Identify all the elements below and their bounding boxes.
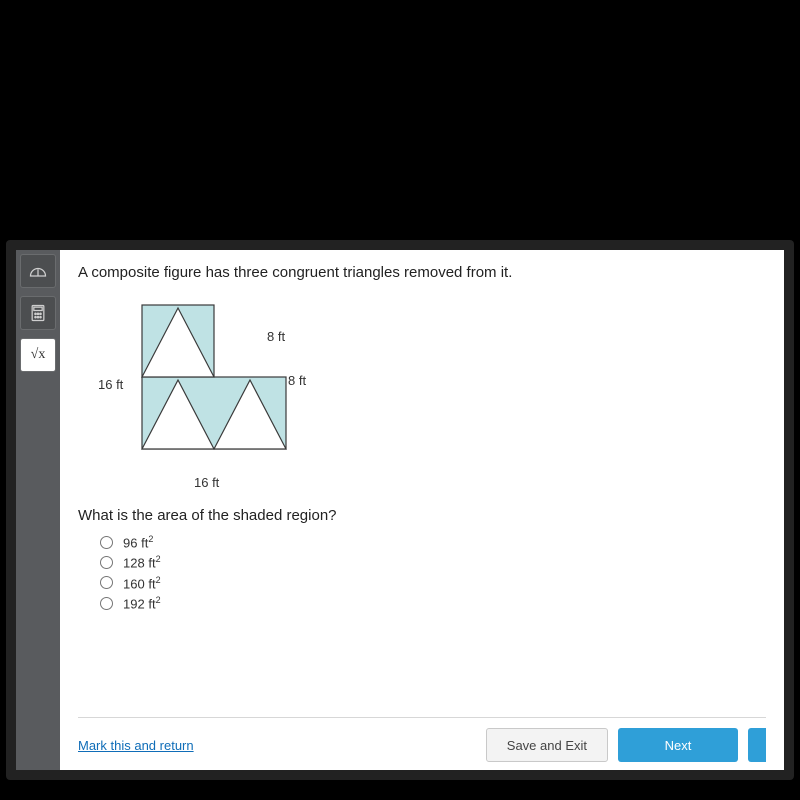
option-radio-1[interactable] [100,556,113,569]
tool-formula[interactable]: √x [20,338,56,372]
option-radio-3[interactable] [100,597,113,610]
option-row[interactable]: 192 ft2 [100,595,766,611]
option-row[interactable]: 160 ft2 [100,575,766,591]
label-16ft-left: 16 ft [98,377,123,392]
label-16ft-bottom: 16 ft [194,475,219,490]
problem-prompt: A composite figure has three congruent t… [78,264,766,281]
save-and-exit-button[interactable]: Save and Exit [486,728,608,762]
option-label: 192 ft2 [123,595,161,611]
figure: 8 ft 8 ft 16 ft 16 ft [102,295,362,495]
tool-protractor[interactable] [20,254,56,288]
option-label: 128 ft2 [123,554,161,570]
cutoff-button[interactable] [748,728,766,762]
content-area: A composite figure has three congruent t… [60,250,784,770]
option-label: 96 ft2 [123,534,153,550]
label-8ft-upper: 8 ft [267,329,285,344]
answer-options: 96 ft2 128 ft2 160 ft2 192 ft2 [100,534,766,611]
tool-calculator[interactable] [20,296,56,330]
tool-sidebar: √x [16,250,60,770]
option-radio-0[interactable] [100,536,113,549]
sqrt-label: √x [31,347,46,363]
mark-and-return-link[interactable]: Mark this and return [78,738,194,753]
option-radio-2[interactable] [100,576,113,589]
option-label: 160 ft2 [123,575,161,591]
question-text: What is the area of the shaded region? [78,507,766,524]
app-window: √x A composite figure has three congruen… [16,250,784,770]
label-8ft-lower: 8 ft [288,373,306,388]
screen-root: √x A composite figure has three congruen… [0,0,800,800]
next-button[interactable]: Next [618,728,738,762]
option-row[interactable]: 128 ft2 [100,554,766,570]
footer-bar: Mark this and return Save and Exit Next [78,717,766,762]
option-row[interactable]: 96 ft2 [100,534,766,550]
